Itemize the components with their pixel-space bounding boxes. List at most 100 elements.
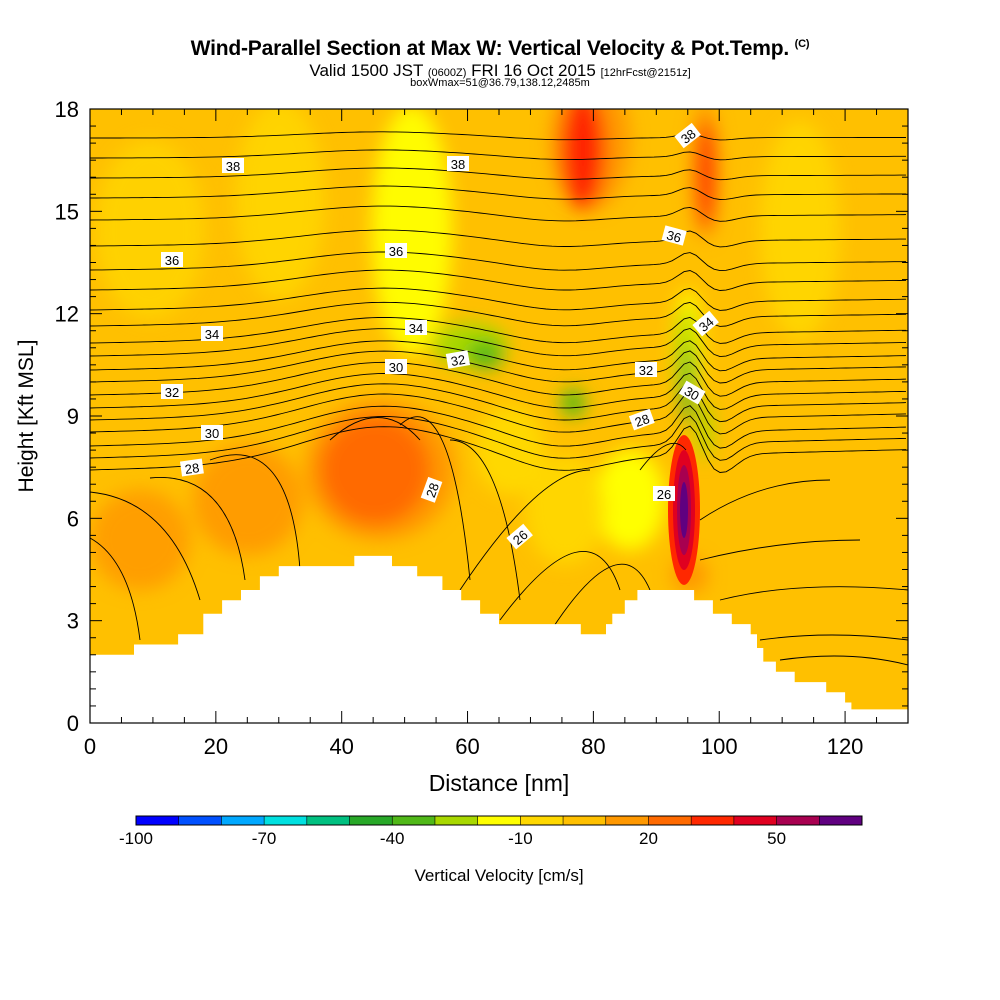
colorbar-swatch (264, 816, 308, 825)
isentrope-line (90, 167, 906, 181)
x-tick-label: 20 (204, 734, 228, 759)
isentrope-line (90, 149, 906, 161)
contour-label: 30 (201, 425, 223, 441)
isentrope-line (90, 350, 907, 384)
contour-label: 32 (445, 350, 471, 369)
contour-label-box (628, 408, 655, 431)
x-axis-label: Distance [nm] (429, 770, 570, 796)
contour-labels: 38 38 38 36 36 36 34 34 34 32 32 32 30 30 30 28 28 28 26 26 (161, 122, 719, 550)
colorbar-swatch (178, 816, 222, 825)
colorbar-swatch (605, 816, 649, 825)
contour-label-text: 36 (665, 227, 683, 245)
colorbar-tick-label: 20 (639, 829, 658, 848)
contour-label: 32 (161, 384, 183, 400)
colorbar-swatch (733, 816, 777, 825)
subtitle-zulu-time: (0600Z) (427, 67, 467, 79)
contour-label-box (674, 122, 701, 149)
contour-label: 26 (506, 523, 533, 550)
isentrope-line (90, 372, 907, 410)
isentrope-line (90, 415, 907, 461)
contour-label: 38 (222, 158, 244, 174)
x-tick-labels: 0 20 40 60 80 100 120 (84, 734, 864, 759)
y-tick-label: 12 (55, 302, 79, 327)
isentrope-line (90, 425, 907, 473)
contour-label-box (405, 320, 427, 335)
contour-label-text: 28 (423, 481, 442, 500)
contour-label-text: 30 (389, 360, 403, 375)
contour-label: 36 (161, 252, 183, 268)
contour-label-box (161, 384, 183, 399)
isentrope-line (90, 382, 907, 423)
y-axis-label: Height [Kft MSL] (15, 340, 38, 493)
isentrope-line (399, 416, 471, 581)
contour-label-box (161, 252, 183, 267)
contour-label-box (222, 158, 244, 173)
contour-label-text: 38 (451, 157, 465, 172)
contour-label-box (201, 425, 223, 440)
isentrope-line (449, 439, 521, 601)
subtitle-forecast: [12hrFcst@2151z] (600, 67, 691, 79)
isentrope-line (90, 361, 907, 397)
x-tick-label: 0 (84, 734, 96, 759)
chart-title: Wind-Parallel Section at Max W: Vertical… (0, 37, 1000, 61)
colorbar-tick-labels: -100 -70 -40 -10 20 50 (119, 829, 786, 848)
y-tick-label: 18 (55, 97, 79, 122)
colorbar-swatch (392, 816, 436, 825)
colorbar-swatch (136, 816, 180, 825)
contour-label: 36 (385, 243, 407, 259)
plot-area: 38 38 38 36 36 36 34 34 34 32 32 32 30 30 30 28 28 28 26 26 (89, 108, 909, 724)
contour-label-text: 36 (389, 244, 403, 259)
x-tick-label: 120 (827, 734, 864, 759)
colorbar-swatch (434, 816, 478, 825)
potential-temperature-contours (90, 131, 908, 666)
y-tick-label: 0 (67, 711, 79, 736)
isentrope-line (90, 251, 907, 272)
contour-label: 34 (201, 326, 223, 342)
contour-label: 38 (447, 156, 469, 172)
isentrope-line (90, 491, 201, 601)
y-tick-label: 6 (67, 506, 79, 531)
contour-label-box (692, 310, 719, 337)
colorbar-swatch (520, 816, 564, 825)
contour-label-text: 28 (633, 411, 652, 430)
isentrope-line (699, 479, 831, 521)
isentrope-line (544, 563, 651, 641)
contour-label: 30 (385, 359, 407, 375)
contour-label-box (201, 326, 223, 341)
x-tick-label: 40 (329, 734, 353, 759)
contour-label-box (447, 156, 469, 171)
isentrope-line (90, 131, 906, 141)
isentrope-line (699, 539, 861, 561)
isentrope-line (90, 229, 906, 248)
subtitle-date: FRI 16 Oct 2015 (471, 61, 596, 80)
isentrope-line (779, 655, 908, 666)
x-tick-label: 80 (581, 734, 605, 759)
contour-label: 34 (405, 320, 427, 336)
colorbar-tick-label: -100 (119, 829, 153, 848)
isentrope-line (639, 442, 687, 471)
isentrope-line (90, 340, 907, 372)
colorbar-tick-label: 50 (767, 829, 786, 848)
contour-label-box (653, 486, 675, 501)
colorbar-swatch (221, 816, 265, 825)
contour-label: 30 (678, 380, 706, 405)
isentrope-line (90, 316, 906, 344)
contour-label: 28 (179, 458, 204, 477)
isentrope-line (90, 393, 907, 435)
contour-label-box (678, 380, 706, 405)
colorbar-swatch (648, 816, 692, 825)
colorbar-swatch (477, 816, 521, 825)
contour-label-text: 32 (639, 363, 653, 378)
axis-ticks (89, 108, 909, 724)
contour-label-box (420, 476, 443, 503)
contour-label-box (179, 458, 204, 477)
chart-title-text: Wind-Parallel Section at Max W: Vertical… (190, 37, 790, 60)
copyright-mark: (C) (794, 38, 810, 50)
colorbar-label: Vertical Velocity [cm/s] (414, 866, 583, 885)
contour-label: 26 (653, 486, 675, 502)
contour-label-text: 38 (226, 159, 240, 174)
x-tick-label: 100 (701, 734, 738, 759)
colorbar (135, 815, 863, 826)
colorbar-tick-label: -40 (380, 829, 405, 848)
